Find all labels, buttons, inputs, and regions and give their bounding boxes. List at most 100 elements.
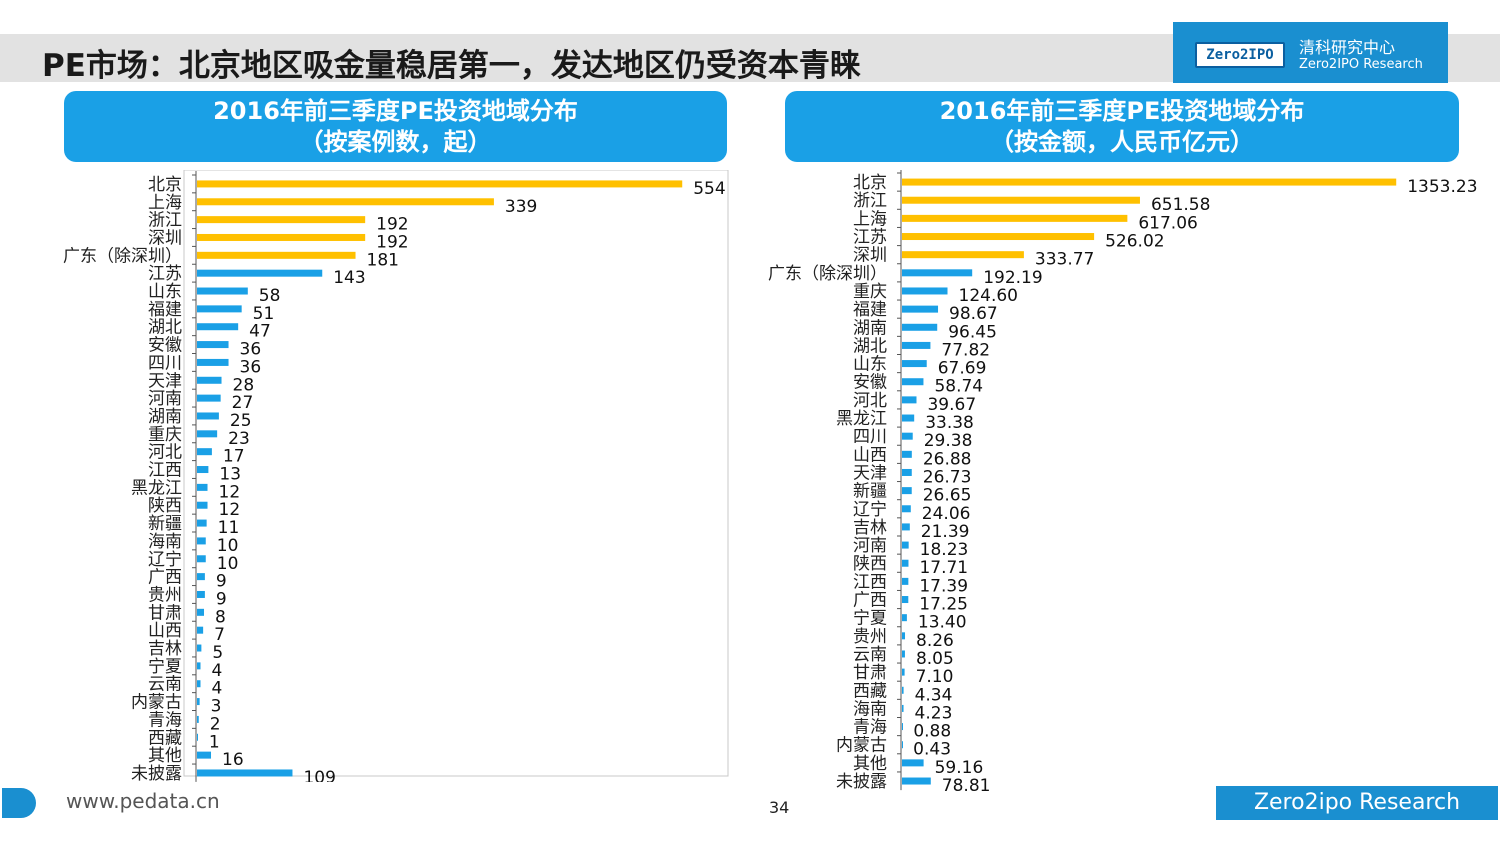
right-chart-title: 2016年前三季度PE投资地域分布 xyxy=(939,97,1305,125)
right-category-label: 宁夏 xyxy=(853,609,887,629)
left-data-label: 554 xyxy=(693,179,725,199)
left-category-label: 其他 xyxy=(148,746,182,766)
right-data-label: 617.06 xyxy=(1138,213,1197,233)
left-category-label: 山西 xyxy=(148,621,182,641)
footer-brand: Zero2ipo Research xyxy=(1216,786,1498,820)
footer-url[interactable]: www.pedata.cn xyxy=(66,789,220,813)
right-data-label: 78.81 xyxy=(942,776,991,792)
right-category-label: 青海 xyxy=(853,718,887,738)
right-chart-header: 2016年前三季度PE投资地域分布 （按金额，人民币亿元） xyxy=(785,91,1459,162)
left-bar xyxy=(197,483,208,491)
left-bar xyxy=(197,341,229,349)
left-category-label: 天津 xyxy=(148,371,182,391)
right-bar xyxy=(902,251,1024,259)
right-bar xyxy=(902,704,904,712)
right-bar xyxy=(902,233,1095,241)
right-data-label: 33.38 xyxy=(925,413,974,433)
left-category-label: 宁夏 xyxy=(148,657,182,677)
right-category-label: 山西 xyxy=(853,445,887,465)
right-category-label: 河南 xyxy=(853,536,887,556)
left-data-label: 3 xyxy=(211,697,222,717)
right-data-label: 526.02 xyxy=(1105,232,1164,252)
left-category-label: 福建 xyxy=(148,300,182,320)
left-category-label: 浙江 xyxy=(148,211,182,231)
left-category-label: 北京 xyxy=(148,175,182,195)
left-data-label: 9 xyxy=(216,589,227,609)
right-category-label: 广西 xyxy=(853,591,887,611)
left-bar xyxy=(197,733,198,741)
left-bar xyxy=(197,198,494,206)
right-bar xyxy=(902,468,912,476)
left-data-label: 27 xyxy=(232,393,254,413)
right-data-label: 98.67 xyxy=(949,304,998,324)
left-bar xyxy=(197,180,683,188)
right-bar xyxy=(902,559,909,567)
right-data-label: 13.40 xyxy=(918,613,967,633)
right-bar xyxy=(902,650,905,658)
left-category-label: 内蒙古 xyxy=(131,693,182,713)
left-data-label: 10 xyxy=(217,554,239,574)
right-category-label: 四川 xyxy=(853,427,887,447)
left-data-label: 28 xyxy=(233,375,255,395)
right-bar xyxy=(902,632,906,640)
left-bar xyxy=(197,216,366,224)
left-bar xyxy=(197,537,206,545)
left-category-label: 新疆 xyxy=(148,514,182,534)
right-category-label: 河北 xyxy=(853,391,887,411)
right-data-label: 333.77 xyxy=(1035,250,1094,270)
left-category-label: 云南 xyxy=(148,675,182,695)
right-data-label: 59.16 xyxy=(935,758,984,778)
left-category-label: 广东（除深圳） xyxy=(63,246,182,266)
left-data-label: 47 xyxy=(249,322,271,342)
right-data-label: 17.71 xyxy=(919,558,968,578)
right-bar xyxy=(902,360,927,368)
right-data-label: 24.06 xyxy=(922,504,971,524)
right-bar xyxy=(902,723,903,731)
right-bar xyxy=(902,777,931,785)
left-data-label: 10 xyxy=(217,536,239,556)
left-data-label: 5 xyxy=(212,643,223,663)
right-data-label: 58.74 xyxy=(934,377,983,397)
left-category-label: 深圳 xyxy=(148,228,182,248)
left-bar xyxy=(197,376,222,384)
right-category-label: 吉林 xyxy=(853,518,887,538)
right-data-label: 26.65 xyxy=(923,486,972,506)
right-bar xyxy=(902,414,915,422)
right-bar xyxy=(902,323,938,331)
left-bar xyxy=(197,608,205,616)
left-data-label: 8 xyxy=(215,607,226,627)
right-category-label: 上海 xyxy=(853,209,887,229)
left-bar xyxy=(197,751,212,759)
left-category-label: 四川 xyxy=(148,353,182,373)
right-data-label: 29.38 xyxy=(924,431,973,451)
left-category-label: 河南 xyxy=(148,389,182,409)
left-bar xyxy=(197,555,206,563)
left-data-label: 2 xyxy=(210,714,221,734)
right-bar xyxy=(902,269,973,277)
left-category-label: 湖南 xyxy=(148,407,182,427)
right-category-label: 天津 xyxy=(853,463,887,483)
right-data-label: 4.34 xyxy=(915,685,953,705)
left-bar xyxy=(197,590,205,598)
left-bar xyxy=(197,394,221,402)
right-category-label: 广东（除深圳） xyxy=(768,264,887,284)
right-data-label: 0.88 xyxy=(913,722,951,742)
right-bar xyxy=(902,396,917,404)
left-bar xyxy=(197,680,201,688)
right-category-label: 安徽 xyxy=(853,373,887,393)
left-data-label: 181 xyxy=(367,250,399,270)
left-bar xyxy=(197,626,204,634)
left-category-label: 吉林 xyxy=(148,639,182,659)
left-data-label: 36 xyxy=(240,357,262,377)
left-category-label: 辽宁 xyxy=(148,550,182,570)
left-data-label: 23 xyxy=(228,429,250,449)
right-data-label: 67.69 xyxy=(938,359,987,379)
left-category-label: 山东 xyxy=(148,282,182,302)
left-category-label: 上海 xyxy=(148,193,182,213)
left-data-label: 9 xyxy=(216,572,227,592)
left-data-label: 143 xyxy=(333,268,365,288)
left-data-label: 36 xyxy=(240,340,262,360)
right-category-label: 其他 xyxy=(853,754,887,774)
footer-accent xyxy=(2,788,36,818)
